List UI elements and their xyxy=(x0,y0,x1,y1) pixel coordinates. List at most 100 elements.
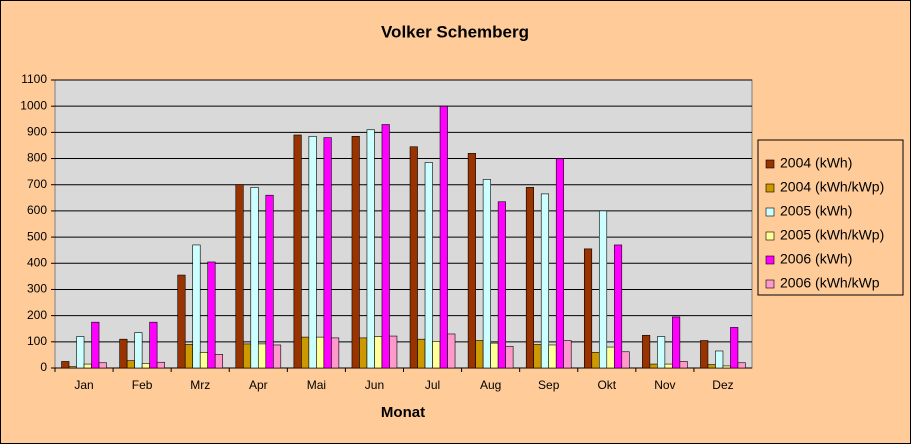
bar xyxy=(649,363,658,369)
legend-swatch xyxy=(765,207,775,217)
bar xyxy=(672,316,681,369)
bar xyxy=(235,184,244,369)
bar xyxy=(156,361,165,369)
bar xyxy=(149,321,158,369)
legend xyxy=(757,139,904,296)
bar xyxy=(613,244,623,369)
bar xyxy=(447,333,456,369)
legend-swatch xyxy=(765,255,775,265)
bar xyxy=(737,362,746,369)
bar xyxy=(497,201,506,369)
y-tick-label: 100 xyxy=(27,334,47,348)
bar xyxy=(482,179,491,369)
x-tick-label: Mai xyxy=(307,378,326,392)
chart-title: Volker Schemberg xyxy=(381,22,529,41)
bar xyxy=(177,274,186,369)
bar xyxy=(583,248,593,369)
bar xyxy=(657,336,666,369)
bar xyxy=(540,193,550,369)
x-tick-label: Jan xyxy=(74,378,93,392)
legend-label: 2006 (kWh/kWp xyxy=(780,275,880,291)
legend-swatch xyxy=(765,231,775,241)
bar xyxy=(141,362,150,369)
bar xyxy=(331,337,340,369)
bar xyxy=(61,361,70,369)
x-tick-label: Jul xyxy=(425,378,440,392)
bar xyxy=(533,344,542,369)
bar xyxy=(272,344,282,369)
bar xyxy=(432,340,441,369)
bar xyxy=(548,344,557,369)
bar xyxy=(722,365,731,369)
y-tick-label: 700 xyxy=(27,177,47,191)
x-tick-label: Apr xyxy=(249,378,268,392)
bar xyxy=(606,346,615,369)
bar xyxy=(374,336,383,369)
y-tick-label: 1100 xyxy=(21,72,47,86)
bar xyxy=(366,129,375,369)
bar xyxy=(351,135,360,369)
y-tick-label: 600 xyxy=(27,203,47,217)
bar xyxy=(192,244,201,369)
bar xyxy=(98,362,107,369)
x-tick-label: Jun xyxy=(365,378,384,392)
bar xyxy=(591,351,600,369)
bar xyxy=(555,158,565,369)
bar xyxy=(68,366,77,369)
legend-label: 2005 (kWh/kWp) xyxy=(780,227,884,243)
bar xyxy=(83,363,92,369)
x-tick-label: Feb xyxy=(132,378,153,392)
bar xyxy=(250,187,259,369)
bar xyxy=(439,105,448,369)
bar xyxy=(563,340,572,369)
bar xyxy=(323,137,332,369)
legend-swatch xyxy=(765,159,775,169)
bar xyxy=(207,261,216,369)
bar xyxy=(257,343,267,369)
plot-area xyxy=(54,79,753,369)
bar xyxy=(91,321,100,369)
bar xyxy=(598,210,608,369)
bar xyxy=(242,343,252,369)
bar xyxy=(715,350,724,369)
bar xyxy=(134,332,143,369)
bar xyxy=(707,364,716,369)
bar xyxy=(424,162,433,369)
legend-label: 2005 (kWh) xyxy=(780,203,852,219)
bar xyxy=(389,335,398,369)
bar xyxy=(308,135,317,369)
legend-swatch xyxy=(765,183,775,193)
y-tick-label: 300 xyxy=(27,282,47,296)
bar xyxy=(490,342,499,369)
bar xyxy=(642,334,651,369)
legend-swatch xyxy=(765,279,775,289)
y-tick-label: 200 xyxy=(27,308,47,322)
bar xyxy=(293,134,302,369)
bar xyxy=(664,363,673,369)
bar xyxy=(700,340,709,369)
bar xyxy=(119,338,128,369)
bar xyxy=(76,336,85,369)
x-tick-label: Dez xyxy=(712,378,733,392)
bar xyxy=(525,187,535,369)
x-tick-label: Aug xyxy=(480,378,501,392)
bar xyxy=(316,336,325,369)
bar xyxy=(467,153,476,369)
y-tick-label: 1000 xyxy=(20,98,47,112)
bar xyxy=(679,361,688,369)
bar xyxy=(409,146,418,369)
legend-label: 2004 (kWh) xyxy=(780,155,852,171)
y-tick-label: 0 xyxy=(40,360,47,374)
bar xyxy=(199,351,209,369)
bar xyxy=(265,194,274,369)
bar xyxy=(126,360,135,369)
x-tick-label: Nov xyxy=(654,378,675,392)
bar xyxy=(214,354,224,369)
y-tick-label: 400 xyxy=(27,255,47,269)
bar xyxy=(505,345,514,369)
legend-label: 2004 (kWh/kWp) xyxy=(780,179,884,195)
x-tick-label: Sep xyxy=(538,378,560,392)
y-tick-label: 900 xyxy=(27,125,47,139)
bar xyxy=(730,327,739,369)
